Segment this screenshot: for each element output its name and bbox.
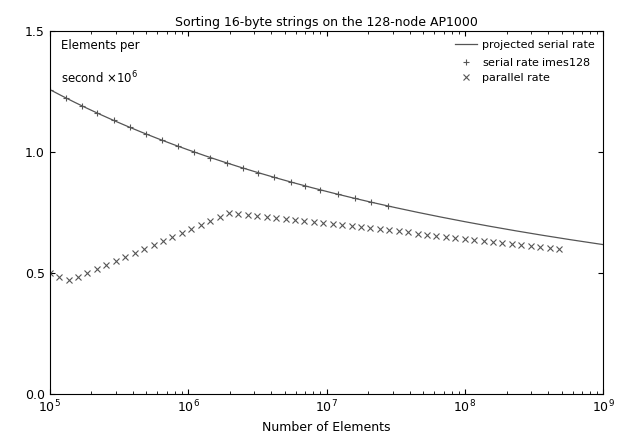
parallel rate — [555, 246, 563, 252]
serial rate $imes 128$ — [334, 191, 341, 197]
parallel rate — [518, 242, 525, 248]
serial rate $imes 128$ — [351, 196, 358, 201]
Text: Elements per

second $\times 10^6$: Elements per second $\times 10^6$ — [61, 39, 139, 86]
parallel rate — [254, 213, 261, 219]
serial rate $imes 128$ — [223, 160, 231, 166]
parallel rate — [546, 246, 554, 251]
parallel rate — [150, 242, 157, 248]
parallel rate — [112, 258, 119, 264]
serial rate $imes 128$ — [239, 165, 247, 171]
projected serial rate — [46, 87, 53, 92]
parallel rate — [178, 230, 185, 236]
Title: Sorting 16-byte strings on the 128-node AP1000: Sorting 16-byte strings on the 128-node … — [175, 16, 478, 29]
X-axis label: Number of Elements: Number of Elements — [262, 421, 391, 434]
serial rate $imes 128$ — [207, 155, 214, 160]
projected serial rate — [226, 161, 234, 167]
serial rate $imes 128$ — [159, 138, 166, 143]
projected serial rate — [445, 216, 453, 221]
serial rate $imes 128$ — [302, 183, 309, 189]
serial rate $imes 128$ — [46, 87, 53, 92]
serial rate $imes 128$ — [110, 118, 118, 123]
parallel rate — [46, 271, 53, 276]
serial rate $imes 128$ — [254, 170, 262, 175]
projected serial rate — [448, 216, 456, 222]
serial rate $imes 128$ — [175, 144, 182, 149]
parallel rate — [65, 277, 72, 283]
serial rate $imes 128$ — [126, 125, 134, 130]
projected serial rate — [394, 206, 402, 211]
serial rate $imes 128$ — [143, 131, 151, 137]
Line: projected serial rate: projected serial rate — [50, 90, 603, 245]
Legend: projected serial rate, serial rate $imes 128$, parallel rate: projected serial rate, serial rate $imes… — [452, 37, 598, 87]
projected serial rate — [600, 242, 607, 247]
projected serial rate — [113, 119, 120, 124]
projected serial rate — [265, 173, 272, 178]
serial rate $imes 128$ — [190, 149, 198, 155]
serial rate $imes 128$ — [93, 110, 101, 116]
serial rate $imes 128$ — [62, 95, 69, 100]
serial rate $imes 128$ — [384, 203, 392, 209]
serial rate $imes 128$ — [317, 187, 324, 193]
parallel rate — [225, 211, 233, 216]
serial rate $imes 128$ — [368, 199, 375, 205]
Line: parallel rate: parallel rate — [47, 210, 562, 283]
Line: serial rate $imes 128$: serial rate $imes 128$ — [46, 86, 392, 210]
serial rate $imes 128$ — [271, 175, 278, 180]
serial rate $imes 128$ — [287, 179, 294, 185]
serial rate $imes 128$ — [78, 103, 85, 108]
